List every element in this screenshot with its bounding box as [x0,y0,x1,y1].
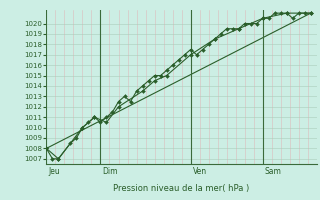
Text: Pression niveau de la mer( hPa ): Pression niveau de la mer( hPa ) [114,184,250,193]
Text: Dim: Dim [103,167,118,176]
Text: Ven: Ven [193,167,207,176]
Text: Sam: Sam [265,167,282,176]
Text: Jeu: Jeu [49,167,60,176]
